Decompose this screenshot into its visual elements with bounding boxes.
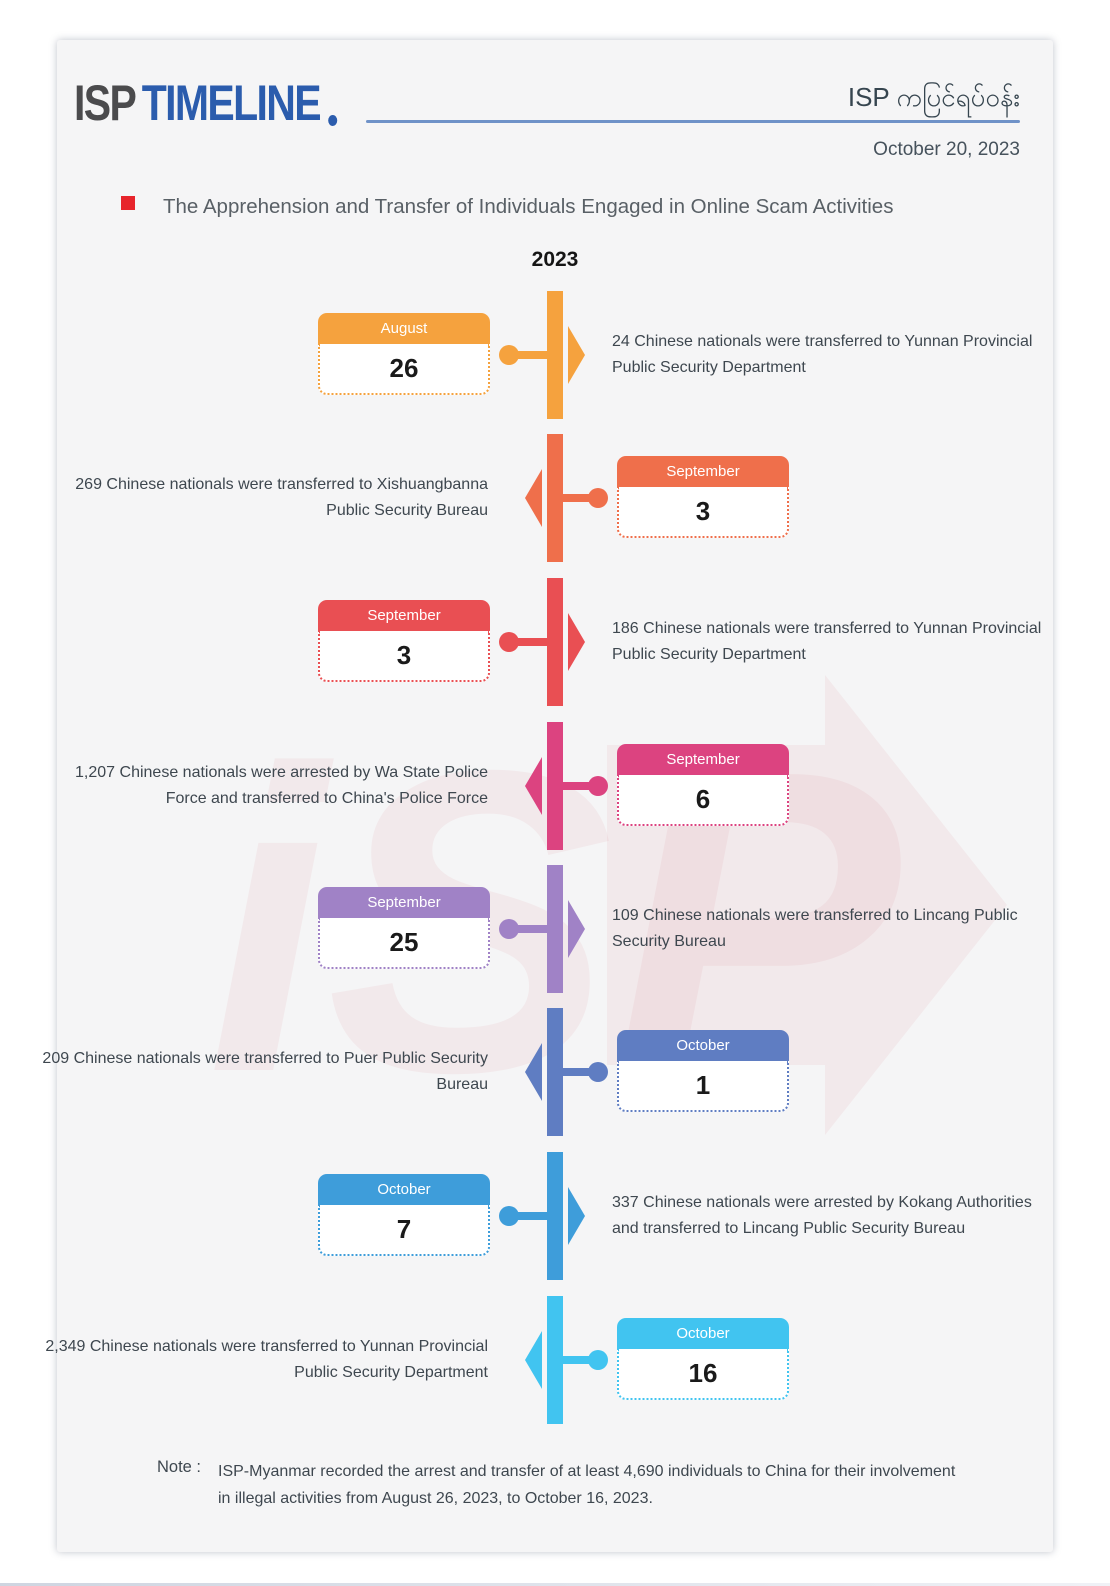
calendar-card: September 25: [318, 887, 490, 971]
calendar-day-number: 7: [318, 1205, 490, 1256]
entry-description: 269 Chinese nationals were transferred t…: [75, 476, 488, 519]
calendar-day-number: 3: [617, 487, 789, 538]
connector-line: [562, 1068, 593, 1076]
calendar-month-label: September: [318, 600, 490, 631]
connector-line: [517, 925, 548, 933]
calendar-day-number: 26: [318, 344, 490, 395]
arrow-right-icon: [568, 613, 585, 671]
connector-dot-icon: [499, 345, 519, 365]
timeline-bar-segment: [547, 1008, 563, 1136]
calendar-month-label: September: [617, 744, 789, 775]
calendar-card: September 3: [318, 600, 490, 684]
header-divider-line: [366, 120, 1020, 123]
calendar-card: October 7: [318, 1174, 490, 1258]
connector-line: [562, 782, 593, 790]
red-square-bullet-icon: [121, 196, 135, 210]
calendar-month-label: September: [617, 456, 789, 487]
calendar-month-label: October: [318, 1174, 490, 1205]
connector-line: [562, 494, 593, 502]
arrow-right-icon: [568, 326, 585, 384]
connector-dot-icon: [588, 1350, 608, 1370]
note-label: Note :: [157, 1458, 202, 1476]
timeline-bar-segment: [547, 865, 563, 993]
connector-dot-icon: [588, 776, 608, 796]
timeline-year-label: 2023: [531, 248, 579, 271]
connector-line: [517, 1212, 548, 1220]
bottom-accent-strip: [0, 1583, 1110, 1586]
connector-dot-icon: [588, 488, 608, 508]
note-text: ISP-Myanmar recorded the arrest and tran…: [218, 1463, 956, 1507]
entry-description: 1,207 Chinese nationals were arrested by…: [75, 764, 488, 807]
connector-dot-icon: [499, 1206, 519, 1226]
timeline-bar-segment: [547, 434, 563, 562]
logo-dot-icon: [328, 115, 338, 126]
connector-dot-icon: [588, 1062, 608, 1082]
note-block: Note : ISP-Myanmar recorded the arrest a…: [157, 1458, 957, 1512]
logo-timeline-text: TIMELINE: [141, 75, 322, 131]
entry-description: 24 Chinese nationals were transferred to…: [612, 333, 1033, 376]
calendar-month-label: September: [318, 887, 490, 918]
calendar-month-label: October: [617, 1030, 789, 1061]
calendar-month-label: August: [318, 313, 490, 344]
entry-description: 337 Chinese nationals were arrested by K…: [612, 1194, 1032, 1237]
calendar-month-label: October: [617, 1318, 789, 1349]
connector-line: [517, 638, 548, 646]
calendar-card: October 16: [617, 1318, 789, 1402]
timeline-bar-segment: [547, 1152, 563, 1280]
timeline-bar-segment: [547, 578, 563, 706]
connector-line: [517, 351, 548, 359]
connector-dot-icon: [499, 919, 519, 939]
calendar-card: September 3: [617, 456, 789, 540]
logo-isp-text: ISP: [74, 75, 137, 131]
timeline-bar-segment: [547, 722, 563, 850]
calendar-day-number: 25: [318, 918, 490, 969]
calendar-card: September 6: [617, 744, 789, 828]
calendar-day-number: 1: [617, 1061, 789, 1112]
burmese-caption: ISP ကပြင်ရပ်ဝန်း: [847, 82, 1020, 112]
entry-description: 209 Chinese nationals were transferred t…: [42, 1050, 488, 1093]
connector-line: [562, 1356, 593, 1364]
calendar-card: August 26: [318, 313, 490, 397]
entry-description: 186 Chinese nationals were transferred t…: [612, 620, 1042, 663]
arrow-left-icon: [525, 757, 542, 815]
calendar-day-number: 3: [318, 631, 490, 682]
calendar-day-number: 16: [617, 1349, 789, 1400]
logo: ISP TIMELINE: [74, 74, 338, 132]
arrow-right-icon: [568, 900, 585, 958]
arrow-left-icon: [525, 1331, 542, 1389]
timeline-bar-segment: [547, 1296, 563, 1424]
arrow-right-icon: [568, 1187, 585, 1245]
page-title: The Apprehension and Transfer of Individ…: [163, 195, 894, 218]
arrow-left-icon: [525, 469, 542, 527]
entry-description: 109 Chinese nationals were transferred t…: [612, 907, 1018, 950]
arrow-left-icon: [525, 1043, 542, 1101]
connector-dot-icon: [499, 632, 519, 652]
calendar-day-number: 6: [617, 775, 789, 826]
entry-description: 2,349 Chinese nationals were transferred…: [45, 1338, 488, 1381]
timeline-bar-segment: [547, 291, 563, 419]
publication-date: October 20, 2023: [873, 139, 1020, 160]
calendar-card: October 1: [617, 1030, 789, 1114]
